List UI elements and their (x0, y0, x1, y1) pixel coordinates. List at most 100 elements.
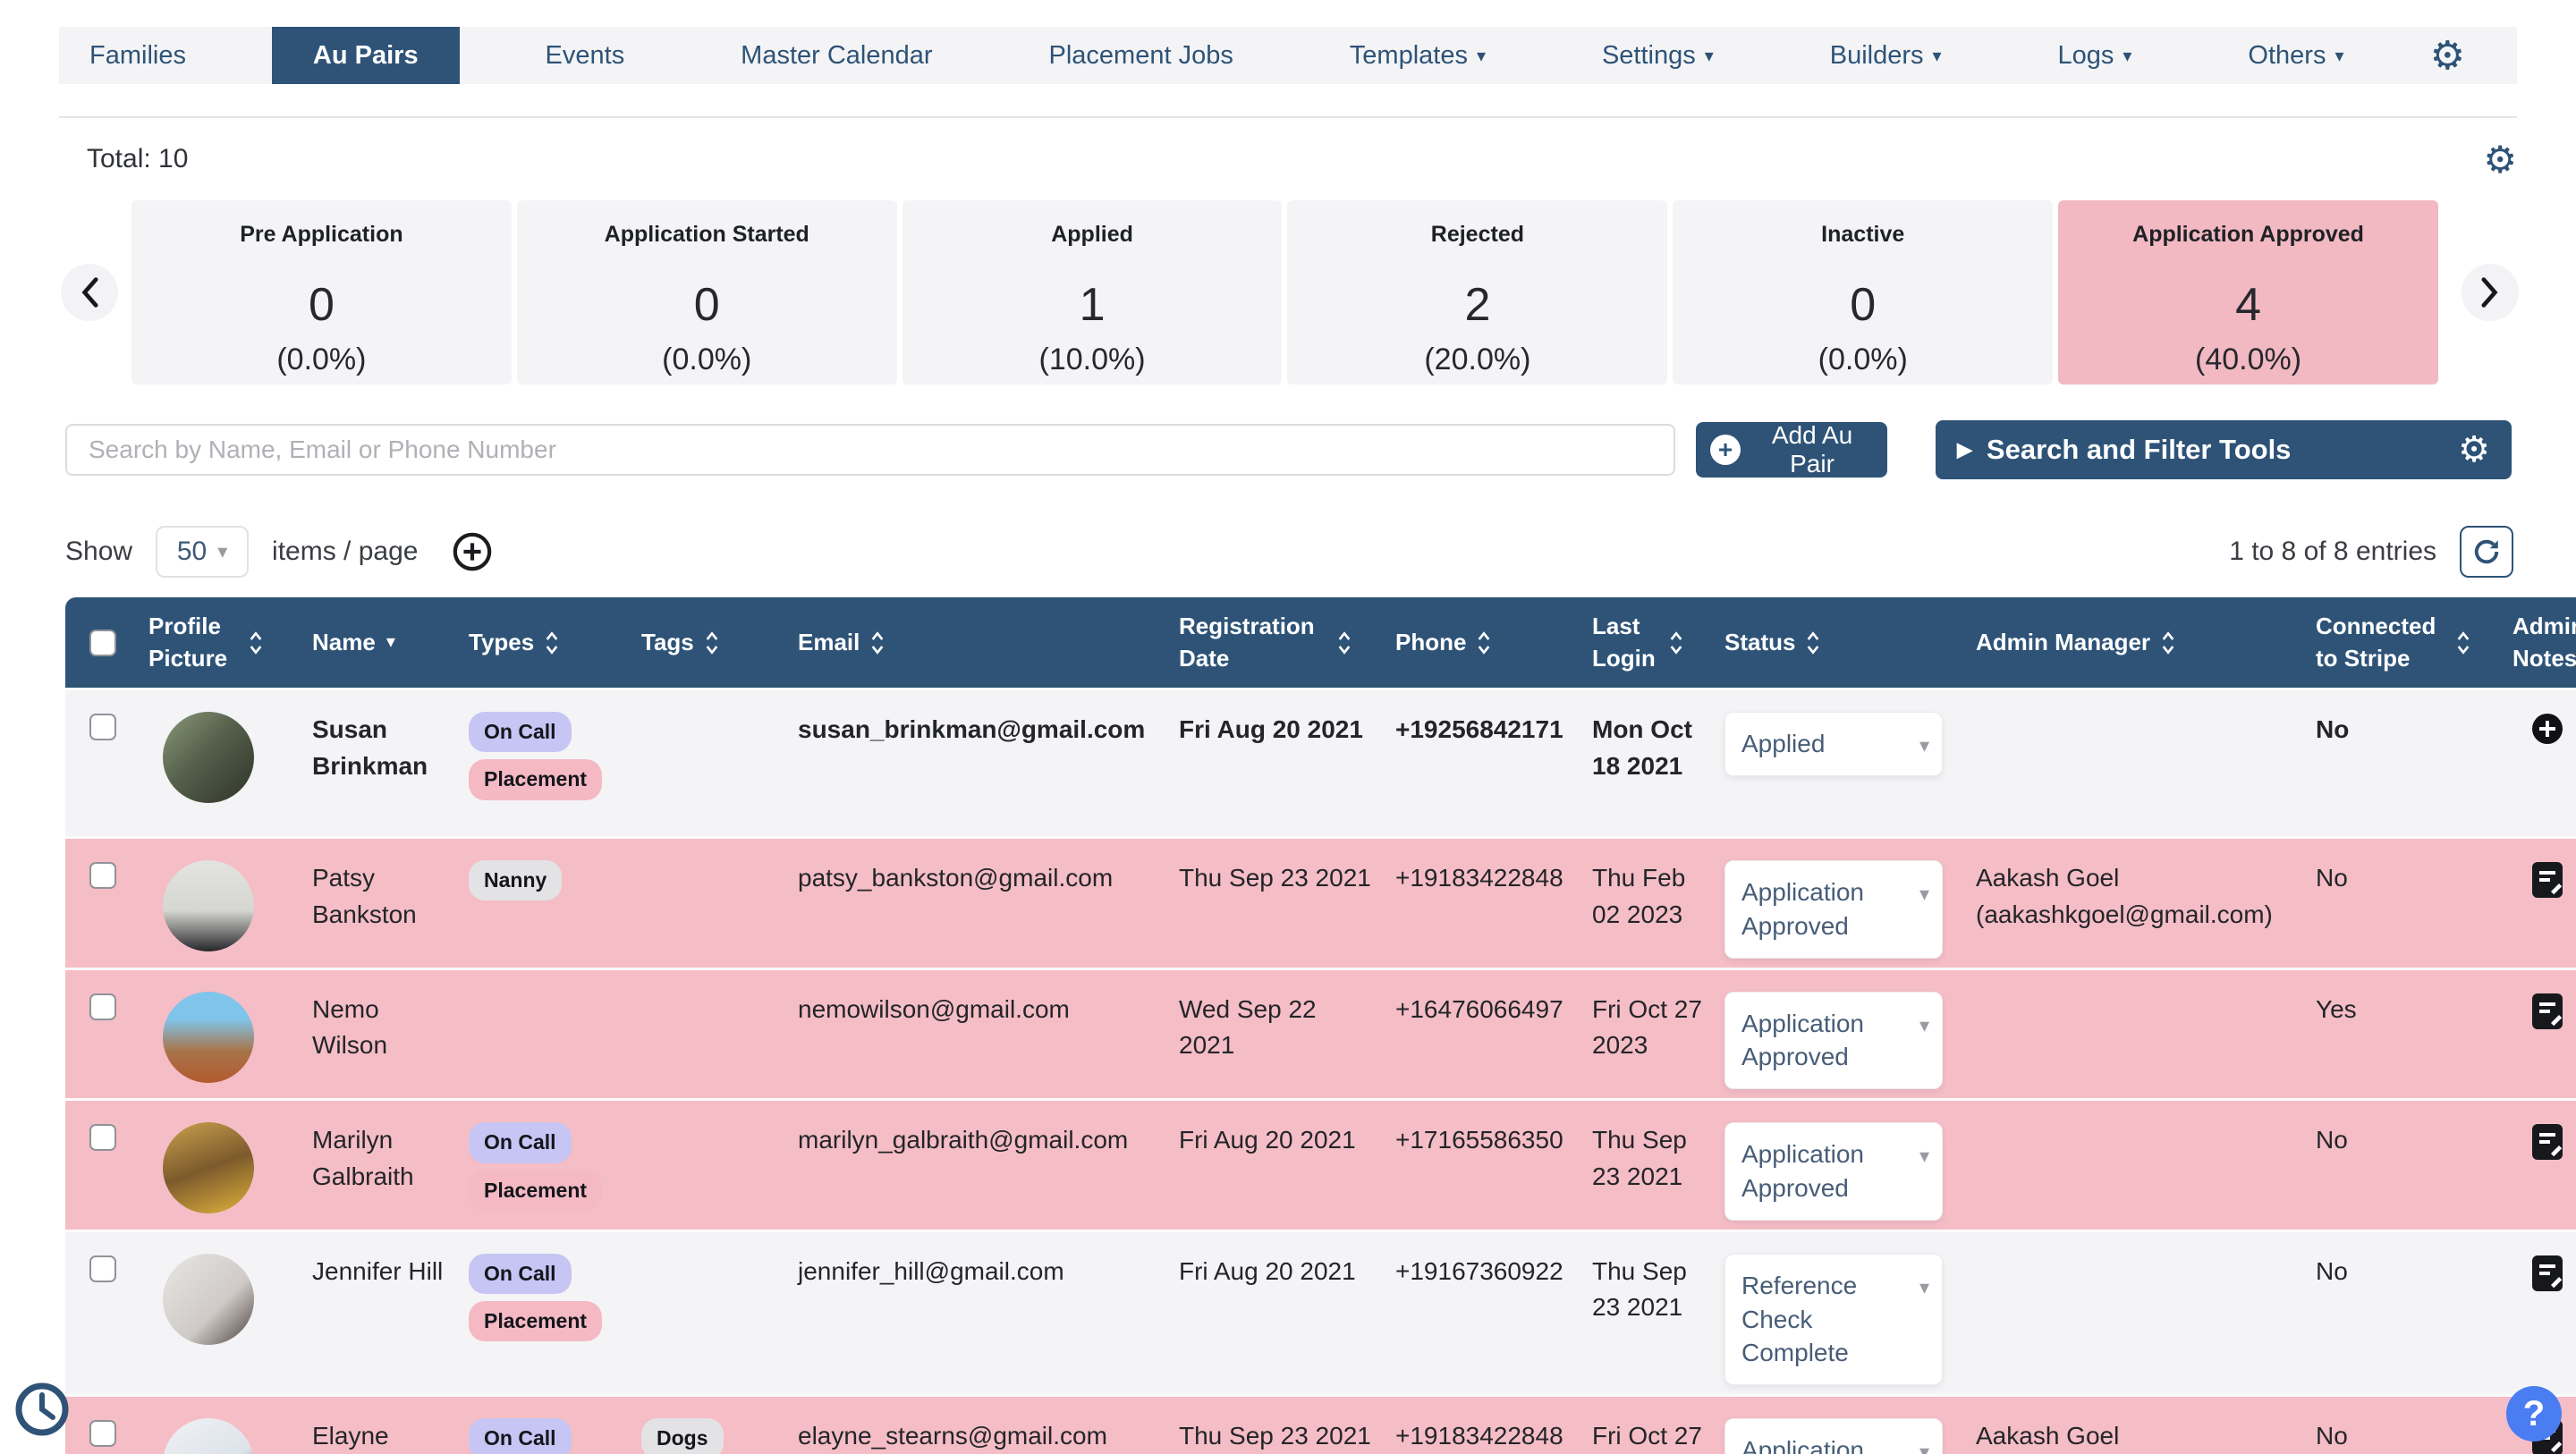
nav-au-pairs[interactable]: Au Pairs (272, 27, 460, 84)
col-header-email[interactable]: Email (789, 627, 1170, 658)
col-header-name[interactable]: Name ▾ (303, 627, 460, 658)
nav-logs-label: Logs (2058, 41, 2114, 71)
tags-cell: Dogs Swims Drives (632, 1397, 789, 1454)
col-header-types[interactable]: Types (460, 627, 632, 658)
col-header-admin-notes[interactable]: Admin Notes (2504, 611, 2576, 673)
page-size-select[interactable]: 50 ▾ (156, 526, 249, 578)
col-header-status[interactable]: Status (1716, 627, 1967, 658)
phone-cell: +17165586350 (1386, 1101, 1583, 1230)
col-label: Email (798, 627, 860, 658)
status-card-application-started[interactable]: Application Started 0 (0.0%) (517, 200, 897, 385)
row-checkbox-cell (65, 690, 140, 836)
types-cell (460, 970, 632, 1099)
name-cell: Elayne Stearns (303, 1397, 460, 1454)
admin-notes-cell (2504, 839, 2576, 968)
view-notes-button[interactable] (2530, 860, 2564, 902)
col-header-last-login[interactable]: Last Login (1583, 611, 1716, 673)
status-cell: Application Approved▾ (1716, 1397, 1967, 1454)
card-percent: (40.0%) (2058, 342, 2438, 377)
stripe-cell: Yes (2307, 970, 2504, 1099)
nav-settings[interactable]: Settings▾ (1572, 27, 1744, 84)
nav-builders-label: Builders (1830, 41, 1924, 71)
admin-manager-cell (1967, 970, 2307, 1099)
status-carousel: Pre Application 0 (0.0%) Application Sta… (0, 200, 2576, 385)
nav-events[interactable]: Events (515, 27, 656, 84)
top-nav: Families Au Pairs Events Master Calendar… (59, 27, 2517, 84)
avatar (163, 992, 254, 1083)
col-header-connected-to-stripe[interactable]: Connected to Stripe (2307, 611, 2504, 673)
col-label: Profile Picture (148, 611, 238, 673)
email-cell: marilyn_galbraith@gmail.com (789, 1101, 1170, 1230)
checkbox[interactable] (89, 630, 116, 656)
add-column-button[interactable] (452, 531, 493, 572)
checkbox[interactable] (89, 862, 116, 889)
name-cell: Jennifer Hill (303, 1232, 460, 1394)
checkbox[interactable] (89, 1255, 116, 1282)
status-dropdown[interactable]: Application Approved▾ (1724, 860, 1943, 959)
clock-icon (14, 1382, 70, 1437)
status-dropdown[interactable]: Applied▾ (1724, 712, 1943, 776)
col-label: Registration Date (1179, 611, 1326, 673)
refresh-button[interactable] (2460, 526, 2513, 578)
carousel-next-button[interactable] (2462, 264, 2519, 321)
stripe-cell: No (2307, 1101, 2504, 1230)
help-button[interactable]: ? (2506, 1386, 2562, 1441)
status-dropdown[interactable]: Application Approved▾ (1724, 1418, 1943, 1454)
phone-cell: +19183422848 (1386, 1397, 1583, 1454)
help-label: ? (2523, 1394, 2545, 1434)
view-notes-button[interactable] (2530, 1122, 2564, 1164)
status-card-pre-application[interactable]: Pre Application 0 (0.0%) (131, 200, 512, 385)
table-row: Susan Brinkman On Call Placement susan_b… (65, 688, 2576, 836)
status-dropdown[interactable]: Reference Check Complete▾ (1724, 1254, 1943, 1385)
sort-icon (1337, 630, 1352, 655)
card-percent: (20.0%) (1287, 342, 1667, 377)
card-count: 1 (902, 278, 1283, 332)
col-header-profile-picture[interactable]: Profile Picture (140, 611, 303, 673)
caret-right-icon: ▶ (1957, 438, 1972, 461)
status-card-application-approved[interactable]: Application Approved 4 (40.0%) (2058, 200, 2438, 385)
type-pill: Nanny (469, 860, 562, 900)
nav-builders[interactable]: Builders▾ (1800, 27, 1972, 84)
search-input[interactable] (65, 424, 1675, 476)
status-dropdown[interactable]: Application Approved▾ (1724, 1122, 1943, 1221)
history-clock-button[interactable] (14, 1382, 70, 1441)
gear-icon[interactable]: ⚙ (2483, 138, 2517, 182)
add-note-button[interactable] (2530, 712, 2564, 748)
status-card-inactive[interactable]: Inactive 0 (0.0%) (1673, 200, 2053, 385)
sort-icon (870, 630, 885, 655)
admin-manager-cell (1967, 690, 2307, 836)
select-all-checkbox[interactable] (65, 630, 140, 656)
status-dropdown[interactable]: Application Approved▾ (1724, 992, 1943, 1090)
table-row: Patsy Bankston Nanny patsy_bankston@gmai… (65, 836, 2576, 968)
col-label: Status (1724, 627, 1795, 658)
nav-master-calendar[interactable]: Master Calendar (710, 27, 962, 84)
nav-families[interactable]: Families (59, 27, 216, 84)
carousel-prev-button[interactable] (61, 264, 118, 321)
checkbox[interactable] (89, 993, 116, 1020)
checkbox[interactable] (89, 714, 116, 740)
col-header-registration-date[interactable]: Registration Date (1170, 611, 1386, 673)
admin-manager-cell (1967, 1232, 2307, 1394)
card-title: Inactive (1673, 222, 2053, 248)
checkbox[interactable] (89, 1124, 116, 1151)
add-au-pair-button[interactable]: + Add Au Pair (1696, 422, 1887, 478)
view-notes-button[interactable] (2530, 992, 2564, 1034)
nav-templates[interactable]: Templates▾ (1319, 27, 1516, 84)
gear-icon[interactable]: ⚙ (2429, 27, 2464, 84)
col-header-admin-manager[interactable]: Admin Manager (1967, 627, 2307, 658)
view-notes-button[interactable] (2530, 1254, 2564, 1296)
chevron-down-icon: ▾ (1919, 732, 1929, 759)
status-card-rejected[interactable]: Rejected 2 (20.0%) (1287, 200, 1667, 385)
status-card-applied[interactable]: Applied 1 (10.0%) (902, 200, 1283, 385)
col-header-phone[interactable]: Phone (1386, 627, 1583, 658)
registration-date-cell: Fri Aug 20 2021 (1170, 690, 1386, 836)
search-filter-tools-button[interactable]: ▶ Search and Filter Tools ⚙ (1936, 420, 2512, 479)
nav-others[interactable]: Others▾ (2217, 27, 2374, 84)
nav-placement-jobs[interactable]: Placement Jobs (1019, 27, 1264, 84)
col-header-tags[interactable]: Tags (632, 627, 789, 658)
checkbox[interactable] (89, 1420, 116, 1447)
email-cell: patsy_bankston@gmail.com (789, 839, 1170, 968)
plus-icon: + (1710, 435, 1741, 465)
nav-logs[interactable]: Logs▾ (2028, 27, 2163, 84)
show-label: Show (65, 537, 132, 567)
